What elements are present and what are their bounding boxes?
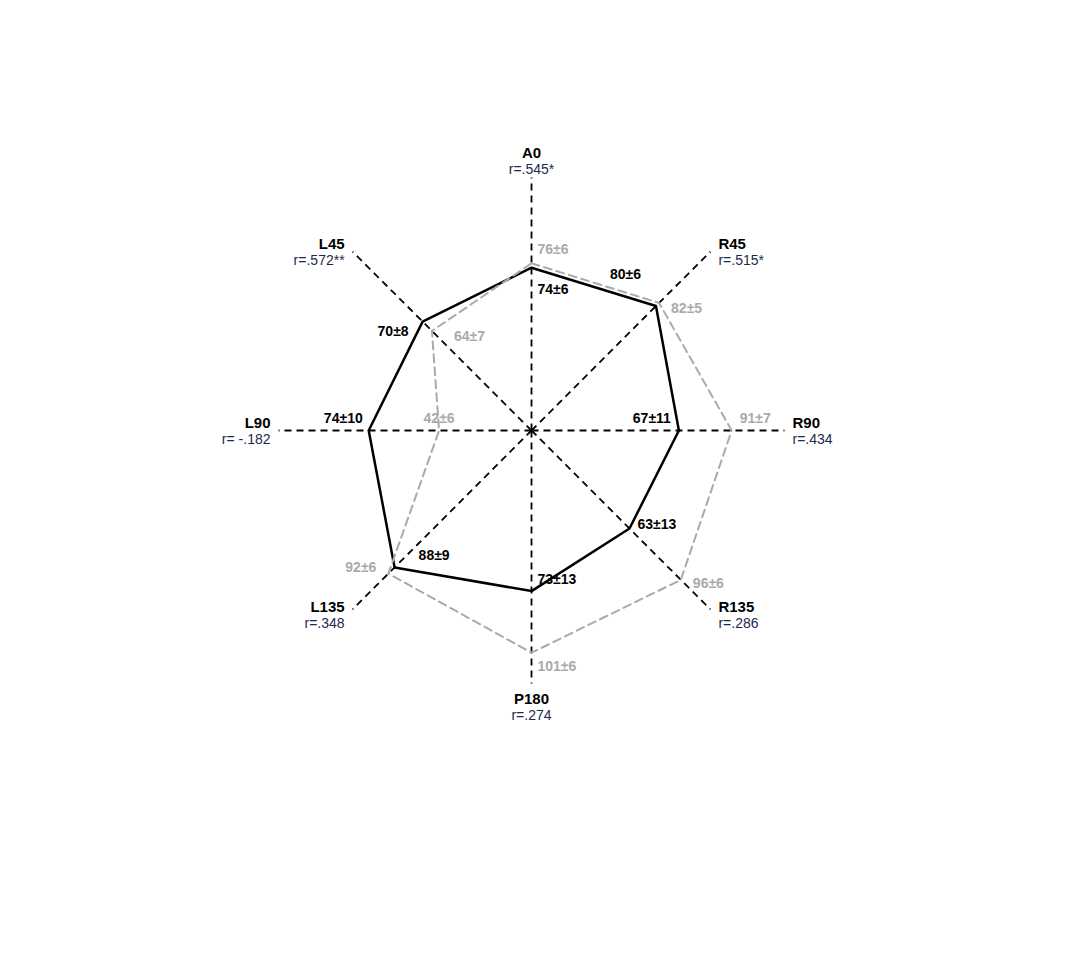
svg-text:92±6: 92±6 [345, 559, 376, 575]
svg-text:A0: A0 [522, 144, 541, 161]
svg-text:73±13: 73±13 [538, 571, 577, 587]
svg-text:r=.572**: r=.572** [294, 252, 346, 268]
svg-text:L90: L90 [245, 414, 271, 431]
svg-text:76±6: 76±6 [538, 241, 569, 257]
svg-text:74±10: 74±10 [324, 410, 363, 426]
svg-text:64±7: 64±7 [454, 328, 485, 344]
svg-text:R45: R45 [718, 235, 746, 252]
svg-text:82±5: 82±5 [671, 300, 702, 316]
svg-text:L135: L135 [310, 598, 344, 615]
svg-text:67±11: 67±11 [633, 410, 671, 426]
svg-text:88±9: 88±9 [419, 547, 450, 563]
svg-text:r= -.182: r= -.182 [222, 431, 271, 447]
svg-text:r=.286: r=.286 [718, 615, 758, 631]
svg-text:P180: P180 [514, 690, 549, 707]
svg-text:R135: R135 [718, 598, 754, 615]
svg-text:91±7: 91±7 [740, 410, 771, 426]
svg-text:74±6: 74±6 [538, 281, 569, 297]
svg-text:R90: R90 [793, 414, 821, 431]
svg-text:63±13: 63±13 [638, 516, 677, 532]
svg-text:r=.434: r=.434 [793, 431, 833, 447]
svg-text:42±6: 42±6 [424, 410, 455, 426]
svg-text:r=.515*: r=.515* [718, 252, 764, 268]
svg-text:70±8: 70±8 [378, 323, 409, 339]
svg-text:96±6: 96±6 [693, 575, 724, 591]
svg-text:L45: L45 [319, 235, 345, 252]
svg-text:r=.274: r=.274 [511, 707, 551, 723]
svg-text:r=.545*: r=.545* [509, 161, 555, 177]
svg-text:80±6: 80±6 [610, 266, 641, 282]
svg-text:101±6: 101±6 [538, 658, 577, 674]
svg-text:r=.348: r=.348 [305, 615, 345, 631]
